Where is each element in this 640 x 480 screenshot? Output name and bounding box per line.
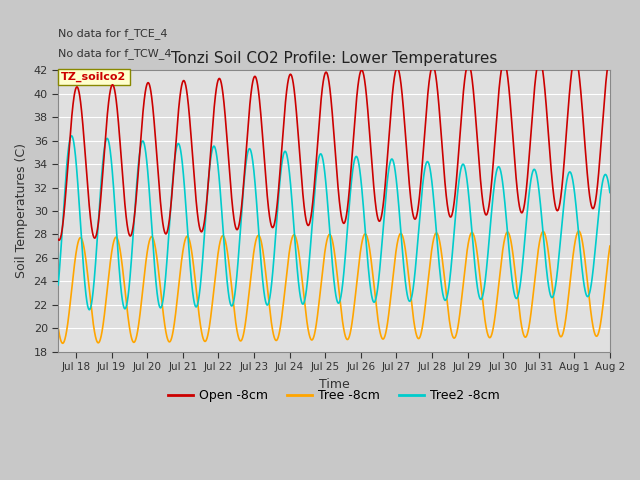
Title: Tonzi Soil CO2 Profile: Lower Temperatures: Tonzi Soil CO2 Profile: Lower Temperatur… (171, 51, 497, 67)
Text: TZ_soilco2: TZ_soilco2 (61, 72, 126, 82)
Tree -8cm (381, 334, 388, 339)
Tree2 -8cm (68, 133, 76, 139)
Tree2 -8cm (86, 307, 93, 312)
Tree -8cm (575, 228, 582, 234)
Tree -8cm (463, 247, 471, 252)
Open -8cm (493, 114, 500, 120)
Tree -8cm (54, 325, 62, 331)
Open -8cm (54, 237, 62, 242)
Open -8cm (82, 162, 90, 168)
Y-axis label: Soil Temperatures (C): Soil Temperatures (C) (15, 144, 28, 278)
Open -8cm (254, 85, 262, 91)
X-axis label: Time: Time (319, 377, 349, 391)
Line: Tree -8cm: Tree -8cm (58, 231, 610, 343)
Open -8cm (463, 62, 471, 68)
Open -8cm (606, 53, 614, 59)
Open -8cm (55, 237, 63, 243)
Open -8cm (381, 187, 388, 193)
Tree2 -8cm (82, 292, 90, 298)
Tree -8cm (254, 232, 262, 238)
Text: No data for f_TCE_4: No data for f_TCE_4 (58, 28, 168, 39)
Tree2 -8cm (54, 282, 62, 288)
Legend: Open -8cm, Tree -8cm, Tree2 -8cm: Open -8cm, Tree -8cm, Tree2 -8cm (163, 384, 505, 407)
Line: Open -8cm: Open -8cm (58, 56, 610, 240)
Tree2 -8cm (606, 190, 614, 195)
Tree2 -8cm (493, 168, 500, 173)
Tree2 -8cm (405, 298, 413, 303)
Tree -8cm (606, 243, 614, 249)
Tree -8cm (59, 340, 67, 346)
Tree2 -8cm (381, 205, 388, 211)
Line: Tree2 -8cm: Tree2 -8cm (58, 136, 610, 310)
Tree2 -8cm (254, 220, 262, 226)
Tree -8cm (493, 300, 500, 306)
Tree2 -8cm (463, 180, 471, 186)
Text: No data for f_TCW_4: No data for f_TCW_4 (58, 48, 172, 59)
Tree -8cm (405, 275, 413, 280)
Tree -8cm (82, 258, 90, 264)
Open -8cm (405, 175, 413, 180)
